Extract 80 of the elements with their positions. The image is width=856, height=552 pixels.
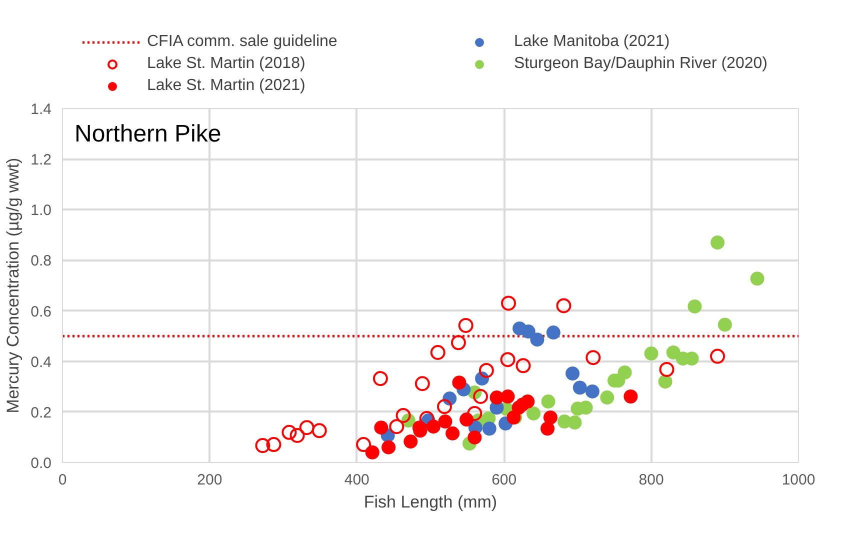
point xyxy=(467,406,482,421)
point xyxy=(290,428,305,443)
x-tick-label: 0 xyxy=(58,472,67,488)
point xyxy=(312,423,327,438)
point xyxy=(526,406,541,420)
point xyxy=(644,346,658,361)
point xyxy=(546,326,560,340)
y-tick-label: 1.0 xyxy=(30,202,52,220)
y-axis-title: Mercury Concentration (µg/g wwt) xyxy=(4,158,23,414)
point xyxy=(618,365,632,380)
y-tick-label: 0.8 xyxy=(30,252,52,270)
point xyxy=(452,376,466,390)
legend-label: CFIA comm. sale guideline xyxy=(147,33,338,51)
point xyxy=(572,380,587,395)
point xyxy=(438,414,452,429)
point xyxy=(255,438,270,454)
legend-label: Lake St. Martin (2018) xyxy=(147,55,306,73)
point xyxy=(404,434,418,448)
y-tick-label: 0.6 xyxy=(30,303,52,320)
point xyxy=(282,424,297,440)
point xyxy=(566,366,580,380)
point xyxy=(585,384,600,398)
legend-label: Lake Manitoba (2021) xyxy=(514,33,671,51)
point xyxy=(500,352,516,368)
point xyxy=(541,394,556,409)
point xyxy=(586,350,601,366)
point xyxy=(659,362,674,377)
point xyxy=(458,318,474,333)
annotation: Northern Pike xyxy=(74,120,222,148)
point xyxy=(600,390,614,405)
point xyxy=(430,345,446,360)
y-tick-label: 0.0 xyxy=(30,455,52,472)
point xyxy=(372,371,388,386)
point xyxy=(568,416,582,430)
y-tick-label: 0.4 xyxy=(30,354,52,371)
x-tick-label: 800 xyxy=(638,472,664,488)
point xyxy=(543,410,558,424)
point xyxy=(468,430,482,444)
point xyxy=(718,318,732,332)
point xyxy=(490,390,504,405)
point xyxy=(710,348,726,364)
x-tick-label: 400 xyxy=(344,472,370,488)
point xyxy=(521,324,536,339)
point xyxy=(710,236,725,250)
point xyxy=(750,272,764,286)
x-tick-label: 600 xyxy=(492,472,517,488)
point xyxy=(473,389,488,404)
point xyxy=(658,374,672,389)
point xyxy=(266,437,282,452)
point xyxy=(500,390,515,404)
y-tick-label: 1.4 xyxy=(30,101,52,118)
point xyxy=(556,298,572,314)
x-tick-label: 1000 xyxy=(782,472,816,488)
point xyxy=(516,358,531,374)
y-tick-label: 1.2 xyxy=(30,152,52,169)
point xyxy=(666,346,680,360)
point xyxy=(688,300,702,314)
x-axis-title: Fish Length (mm) xyxy=(364,492,498,512)
legend-label: Lake St. Martin (2021) xyxy=(147,77,306,95)
point xyxy=(396,408,411,423)
point xyxy=(436,399,452,414)
point xyxy=(520,394,535,409)
point xyxy=(478,362,494,378)
point xyxy=(530,332,544,347)
point xyxy=(356,437,372,452)
x-tick-label: 200 xyxy=(197,472,222,488)
point xyxy=(501,296,516,311)
point xyxy=(446,426,460,440)
point xyxy=(414,376,430,392)
point xyxy=(624,390,638,404)
point xyxy=(450,335,466,350)
point xyxy=(482,422,496,436)
legend-label: Sturgeon Bay/Dauphin River (2020) xyxy=(514,55,768,73)
point xyxy=(389,419,404,434)
point xyxy=(382,440,396,454)
point xyxy=(299,420,314,436)
point xyxy=(540,422,555,436)
y-tick-label: 0.2 xyxy=(30,404,52,422)
point xyxy=(365,445,380,460)
point xyxy=(374,420,388,435)
